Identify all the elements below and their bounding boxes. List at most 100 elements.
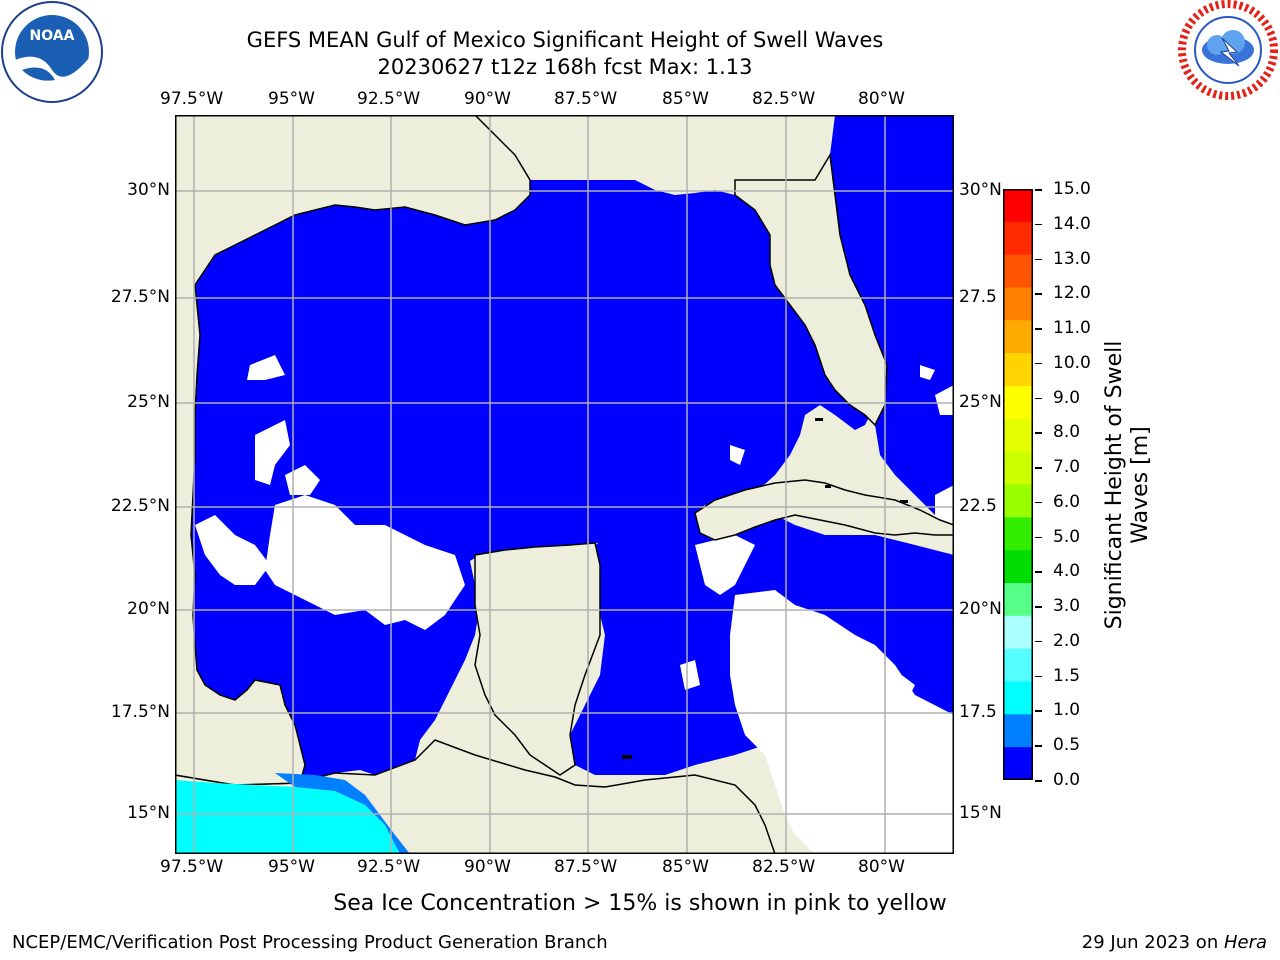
colorbar-tick-mark <box>1035 780 1042 782</box>
bottom-lon-label: 82.5°W <box>752 857 816 877</box>
colorbar-segment <box>1003 550 1033 584</box>
top-lon-label: 92.5°W <box>357 89 421 109</box>
chart-title-line1: GEFS MEAN Gulf of Mexico Significant Hei… <box>246 28 884 52</box>
right-lat-label: 22.5 <box>959 496 997 516</box>
right-lat-label: 30°N <box>959 180 1002 200</box>
cuba <box>694 479 955 541</box>
colorbar <box>1003 189 1033 781</box>
colorbar-tick-mark <box>1035 258 1042 261</box>
footer-date: 29 Jun 2023 on <box>1081 932 1224 953</box>
colorbar-tick-mark <box>1035 467 1042 469</box>
left-lat-label: 20°N <box>127 599 170 619</box>
colorbar-segment <box>1003 221 1033 256</box>
map-svg <box>174 114 955 855</box>
colorbar-segment <box>1003 418 1033 453</box>
land-masses <box>174 114 955 855</box>
colorbar-tick-mark <box>1035 710 1042 712</box>
colorbar-tick-label: 5.0 <box>1053 526 1081 547</box>
nws-logo <box>1177 0 1279 100</box>
colorbar-tick-mark <box>1035 675 1042 678</box>
colorbar-tick-label: 1.0 <box>1053 700 1081 721</box>
colorbar-tick-mark <box>1035 571 1042 573</box>
bottom-lon-label: 97.5°W <box>160 857 224 877</box>
bottom-lon-label: 80°W <box>858 857 905 877</box>
colorbar-tick-label: 12.0 <box>1053 283 1091 304</box>
colorbar-tick-label: 7.0 <box>1053 457 1081 478</box>
yucatan <box>474 542 601 776</box>
top-lon-label: 90°W <box>464 89 511 109</box>
colorbar-segment <box>1003 254 1033 288</box>
colorbar-tick-label: 11.0 <box>1053 318 1091 339</box>
florida-peninsula <box>734 152 888 427</box>
colorbar-segment <box>1003 583 1033 617</box>
colorbar-tick-mark <box>1035 432 1042 434</box>
pacific-swell-fringe <box>275 773 410 854</box>
pacific-swell-area <box>175 780 400 854</box>
colorbar-tick-label: 4.0 <box>1053 561 1081 582</box>
colorbar-tick-mark <box>1035 501 1042 504</box>
grid-lines <box>175 115 954 854</box>
colorbar-segment <box>1003 353 1033 387</box>
top-lon-label: 97.5°W <box>160 89 224 109</box>
atlantic-water <box>830 115 954 515</box>
colorbar-tick-mark <box>1035 362 1042 365</box>
colorbar-tick-label: 0.0 <box>1053 770 1081 790</box>
colorbar-segment <box>1003 189 1033 223</box>
top-lon-label: 80°W <box>858 89 905 109</box>
colorbar-tick-mark <box>1035 397 1042 400</box>
noaa-logo: NOAA <box>0 0 104 104</box>
colorbar-segment <box>1003 747 1033 781</box>
left-lat-label: 27.5°N <box>110 287 170 307</box>
colorbar-tick-mark <box>1035 606 1042 608</box>
colorbar-segment <box>1003 615 1033 650</box>
colorbar-segment <box>1003 517 1033 551</box>
colorbar-tick-label: 15.0 <box>1053 179 1091 199</box>
colorbar-segment <box>1003 386 1033 420</box>
right-lat-label: 17.5 <box>959 702 997 722</box>
bottom-lon-label: 87.5°W <box>554 857 618 877</box>
colorbar-tick-mark <box>1035 189 1042 191</box>
bottom-lon-label: 85°W <box>662 857 709 877</box>
colorbar-tick-label: 10.0 <box>1053 352 1091 373</box>
sea-ice-note: Sea Ice Concentration > 15% is shown in … <box>333 891 947 916</box>
left-lat-label: 17.5°N <box>110 702 170 722</box>
right-lat-label: 15°N <box>959 803 1002 823</box>
colorbar-segment <box>1003 287 1033 321</box>
colorbar-tick-label: 6.0 <box>1053 491 1081 512</box>
colorbar-tick-label: 2.0 <box>1053 630 1081 651</box>
colorbar-tick-label: 9.0 <box>1053 387 1081 408</box>
colorbar-label: Significant Height of Swell Waves [m] <box>1102 340 1153 630</box>
colorbar-ticks: 15.0 14.0 13.0 12.0 11.0 10.0 9.0 8.0 7.0 6.0 5.0 4… <box>1035 179 1115 793</box>
top-lon-label: 95°W <box>268 89 315 109</box>
right-lat-label: 27.5 <box>959 287 997 307</box>
colorbar-frame <box>1003 189 1033 780</box>
footer-right: 29 Jun 2023 on Hera <box>1082 932 1267 953</box>
colorbar-tick-mark <box>1035 640 1042 643</box>
colorbar-tick-mark <box>1035 745 1042 747</box>
colorbar-tick-label: 8.0 <box>1053 422 1081 443</box>
colorbar-tick-mark <box>1035 328 1042 330</box>
colorbar-tick-mark <box>1035 536 1042 539</box>
footer-left: NCEP/EMC/Verification Post Processing Pr… <box>12 932 608 953</box>
colorbar-segment <box>1003 320 1033 354</box>
colorbar-segment <box>1003 451 1033 485</box>
right-lat-label: 20°N <box>959 599 1002 619</box>
colorbar-tick-label: 0.5 <box>1053 735 1081 756</box>
footer-machine: Hera <box>1223 932 1267 953</box>
colorbar-tick-label: 1.5 <box>1053 665 1081 686</box>
map-panel <box>174 114 955 855</box>
bottom-lon-label: 92.5°W <box>357 857 421 877</box>
colorbar-segment <box>1003 648 1033 682</box>
right-lat-label: 25°N <box>959 392 1002 412</box>
left-lat-label: 15°N <box>127 803 170 823</box>
colorbar-tick-label: 3.0 <box>1053 596 1081 617</box>
chart-title-line2: 20230627 t12z 168h fcst Max: 1.13 <box>377 55 753 79</box>
colorbar-segment <box>1003 714 1033 748</box>
colorbar-segment <box>1003 681 1033 715</box>
mexico-west <box>174 114 531 786</box>
small-islands <box>622 418 908 759</box>
left-lat-label: 22.5°N <box>110 496 170 516</box>
noaa-logo-text: NOAA <box>30 28 75 44</box>
top-lon-label: 82.5°W <box>752 89 816 109</box>
colorbar-svg <box>1003 189 1033 781</box>
